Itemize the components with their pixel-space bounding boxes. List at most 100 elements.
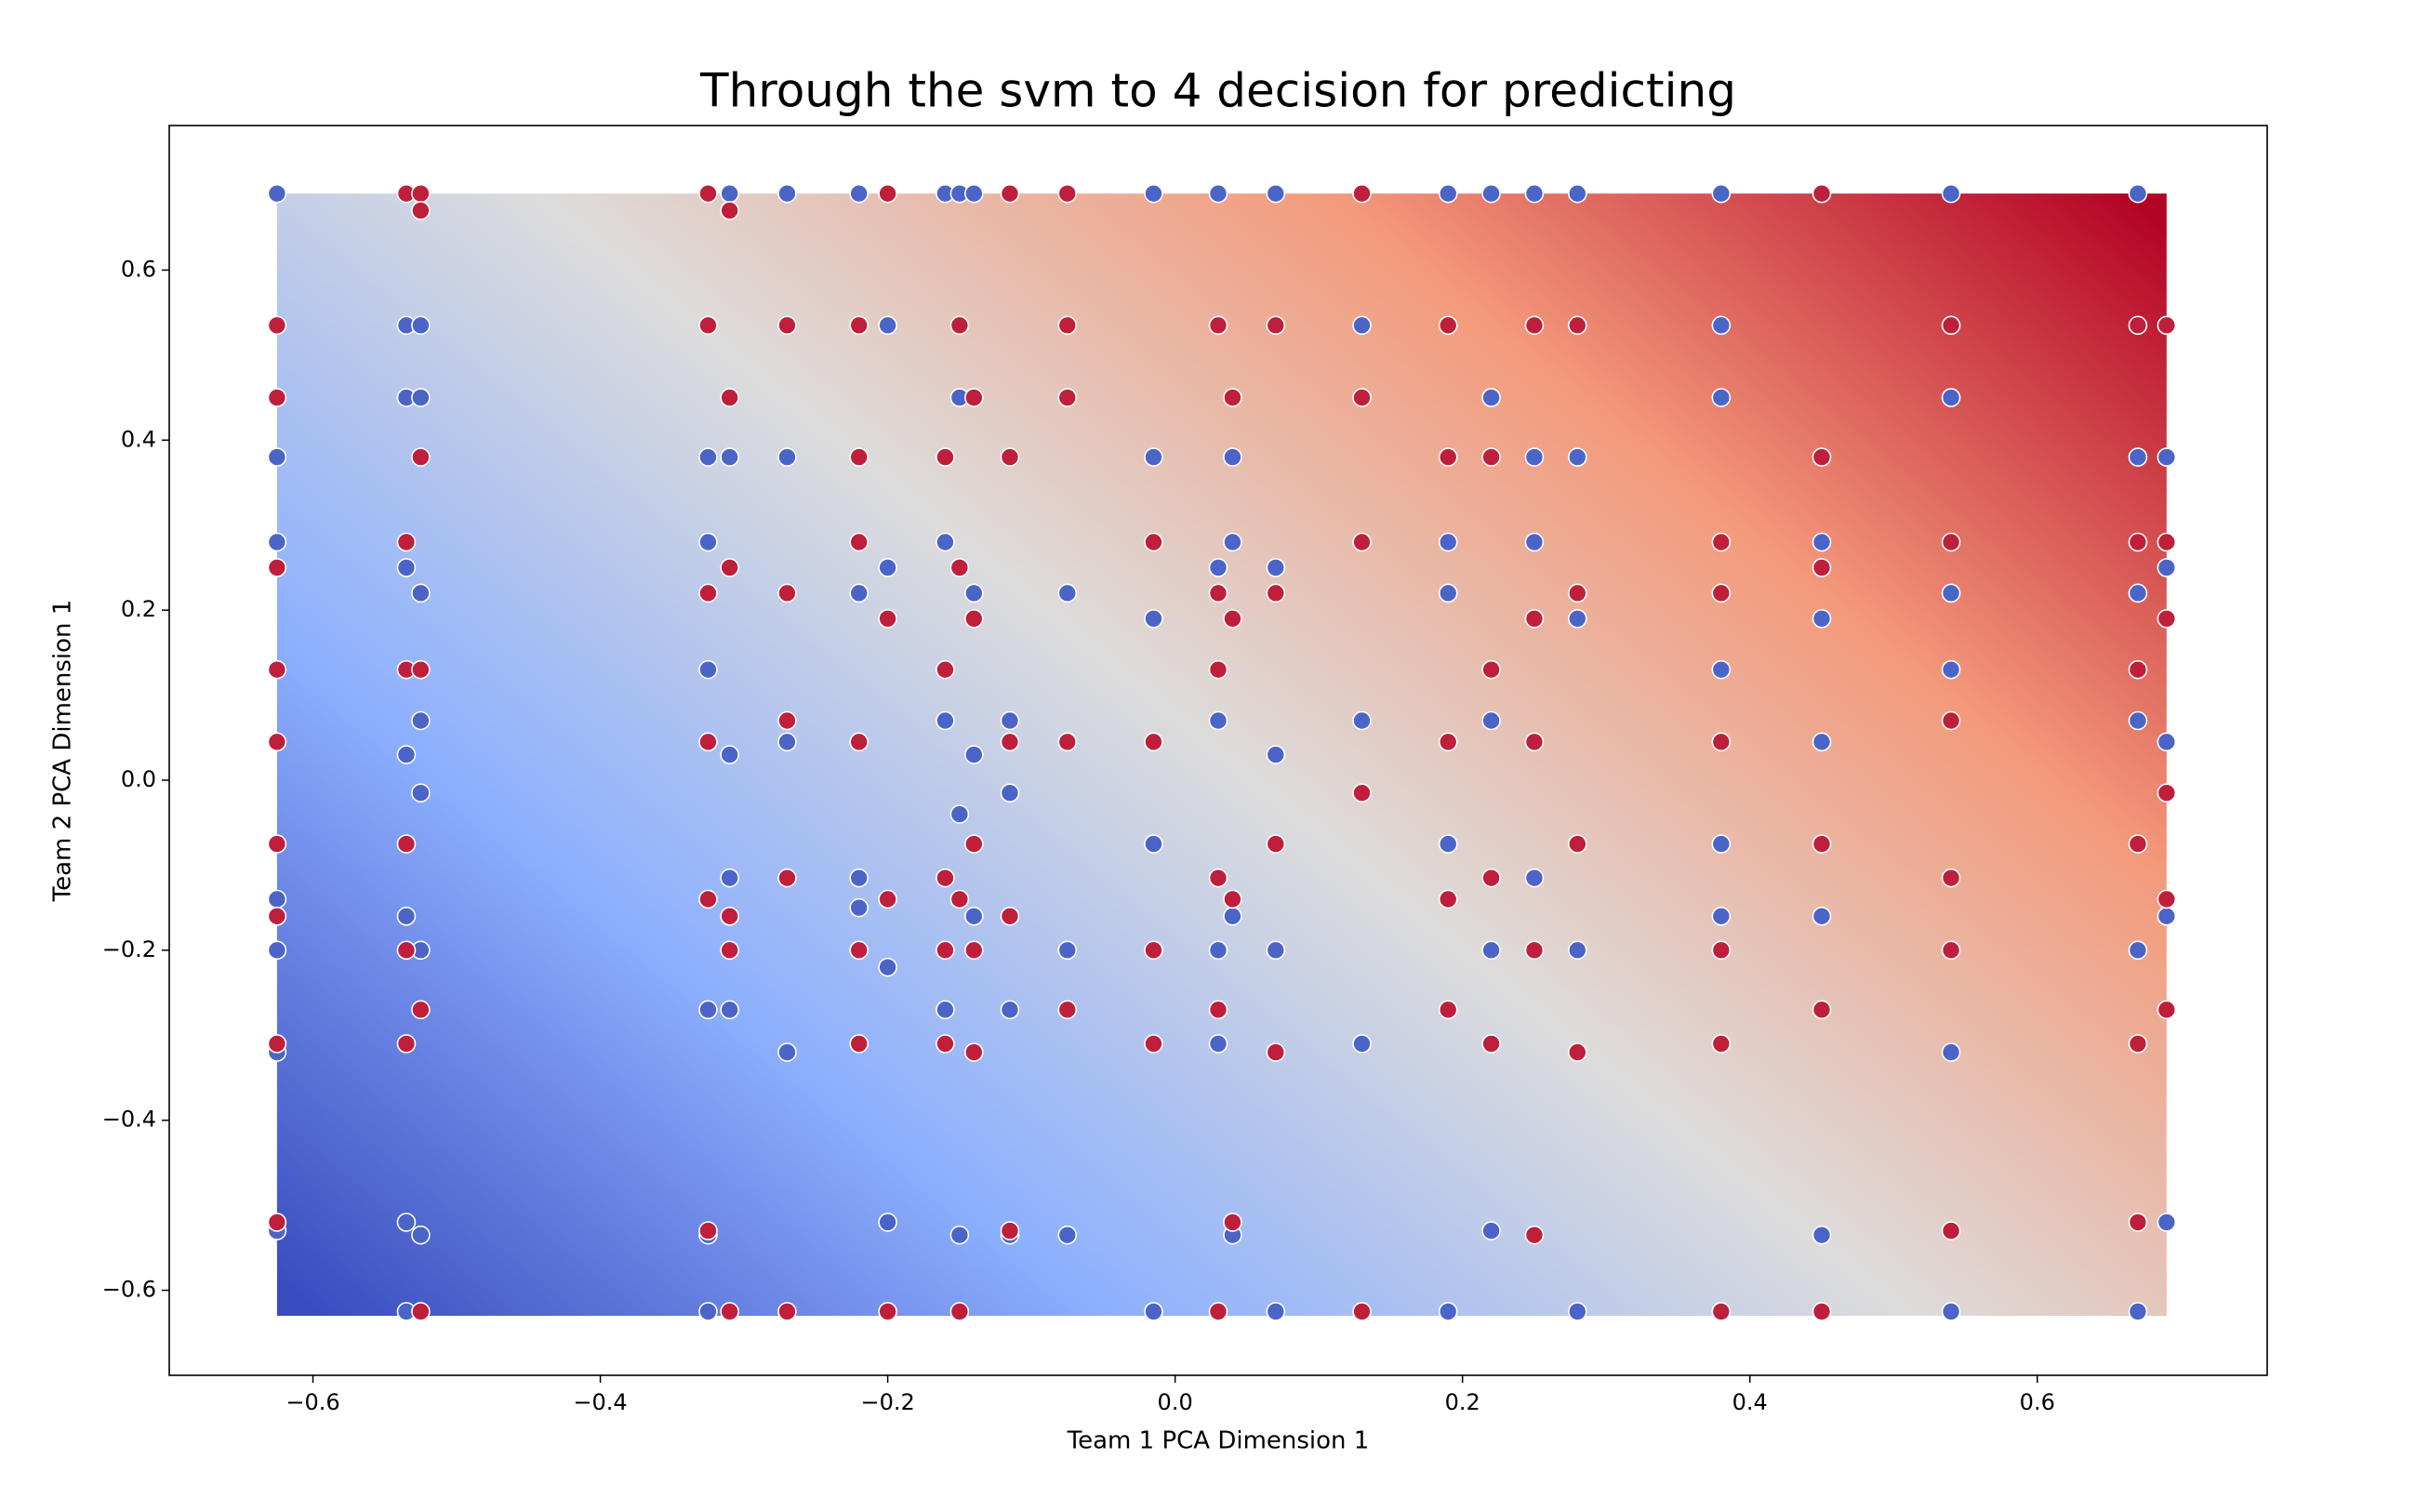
point <box>411 183 431 204</box>
point <box>1208 1302 1228 1321</box>
point <box>878 1213 897 1232</box>
y-tick-label: −0.2 <box>102 936 156 962</box>
point <box>396 1034 417 1054</box>
point <box>878 957 897 977</box>
point <box>936 447 955 467</box>
series <box>267 183 2177 1321</box>
point <box>1223 532 1242 552</box>
point <box>267 447 287 467</box>
point <box>698 447 718 467</box>
point <box>964 583 984 603</box>
point <box>1000 183 1020 204</box>
point <box>878 608 897 629</box>
point <box>936 659 955 680</box>
point <box>1568 834 1587 854</box>
point <box>411 1225 431 1245</box>
point <box>2128 834 2148 854</box>
point <box>2157 783 2177 803</box>
point <box>1208 940 1228 961</box>
point <box>849 532 869 552</box>
point <box>396 532 417 552</box>
point <box>1266 583 1286 603</box>
point <box>949 558 970 577</box>
point <box>1524 447 1545 467</box>
point <box>1266 940 1286 961</box>
point <box>1568 315 1587 336</box>
point <box>1524 940 1545 961</box>
point <box>1000 710 1020 731</box>
point <box>1711 183 1732 204</box>
point <box>720 940 739 961</box>
point <box>964 183 984 204</box>
point <box>2128 940 2148 961</box>
point <box>936 1000 955 1020</box>
point <box>1438 889 1458 909</box>
point <box>1144 1302 1163 1321</box>
point <box>949 889 970 909</box>
x-tick-label: 0.6 <box>2020 1389 2055 1415</box>
point <box>1144 732 1163 752</box>
point <box>849 183 869 204</box>
point <box>964 940 984 961</box>
point <box>1941 1221 1961 1240</box>
point <box>1000 1000 1020 1020</box>
y-tick-label: −0.6 <box>102 1277 156 1303</box>
point <box>1352 183 1372 204</box>
point <box>698 315 718 336</box>
point <box>1711 388 1732 407</box>
point <box>2128 659 2148 680</box>
point <box>2128 532 2148 552</box>
point <box>1208 558 1228 577</box>
point <box>720 745 739 764</box>
point <box>1481 868 1501 888</box>
point <box>411 1000 431 1020</box>
point <box>267 889 287 909</box>
point <box>720 868 739 888</box>
point <box>949 804 970 824</box>
point <box>1711 906 1732 926</box>
point <box>720 388 739 407</box>
point <box>849 868 869 888</box>
point <box>849 732 869 752</box>
point <box>1711 1302 1732 1321</box>
point <box>411 710 431 731</box>
point <box>2157 1213 2177 1232</box>
point <box>777 1042 797 1062</box>
point <box>1144 1034 1163 1054</box>
point <box>1352 1034 1372 1054</box>
point <box>1266 558 1286 577</box>
point <box>720 183 739 204</box>
point <box>1481 183 1501 204</box>
point <box>1438 532 1458 552</box>
y-tick-label: 0.2 <box>121 596 156 622</box>
point <box>1568 1042 1587 1062</box>
series <box>267 183 2177 1321</box>
point <box>964 608 984 629</box>
point <box>1144 834 1163 854</box>
point <box>1812 1225 1832 1245</box>
point <box>1438 1000 1458 1020</box>
point <box>1223 1213 1242 1232</box>
point <box>396 558 417 577</box>
point <box>1481 710 1501 731</box>
point <box>1481 388 1501 407</box>
point <box>2128 315 2148 336</box>
point <box>1941 532 1961 552</box>
point <box>936 1034 955 1054</box>
point <box>1208 659 1228 680</box>
point <box>849 583 869 603</box>
point <box>1266 834 1286 854</box>
point <box>1352 1302 1372 1321</box>
point <box>720 1302 739 1321</box>
point <box>964 1042 984 1062</box>
point <box>411 1302 431 1321</box>
point <box>267 315 287 336</box>
point <box>2128 1302 2148 1321</box>
point <box>1266 1302 1286 1321</box>
point <box>267 532 287 552</box>
point <box>1812 732 1832 752</box>
point <box>698 1221 718 1240</box>
chart-title: Through the svm to 4 decision for predic… <box>699 64 1736 118</box>
point <box>2157 608 2177 629</box>
decision-region <box>276 193 2167 1317</box>
